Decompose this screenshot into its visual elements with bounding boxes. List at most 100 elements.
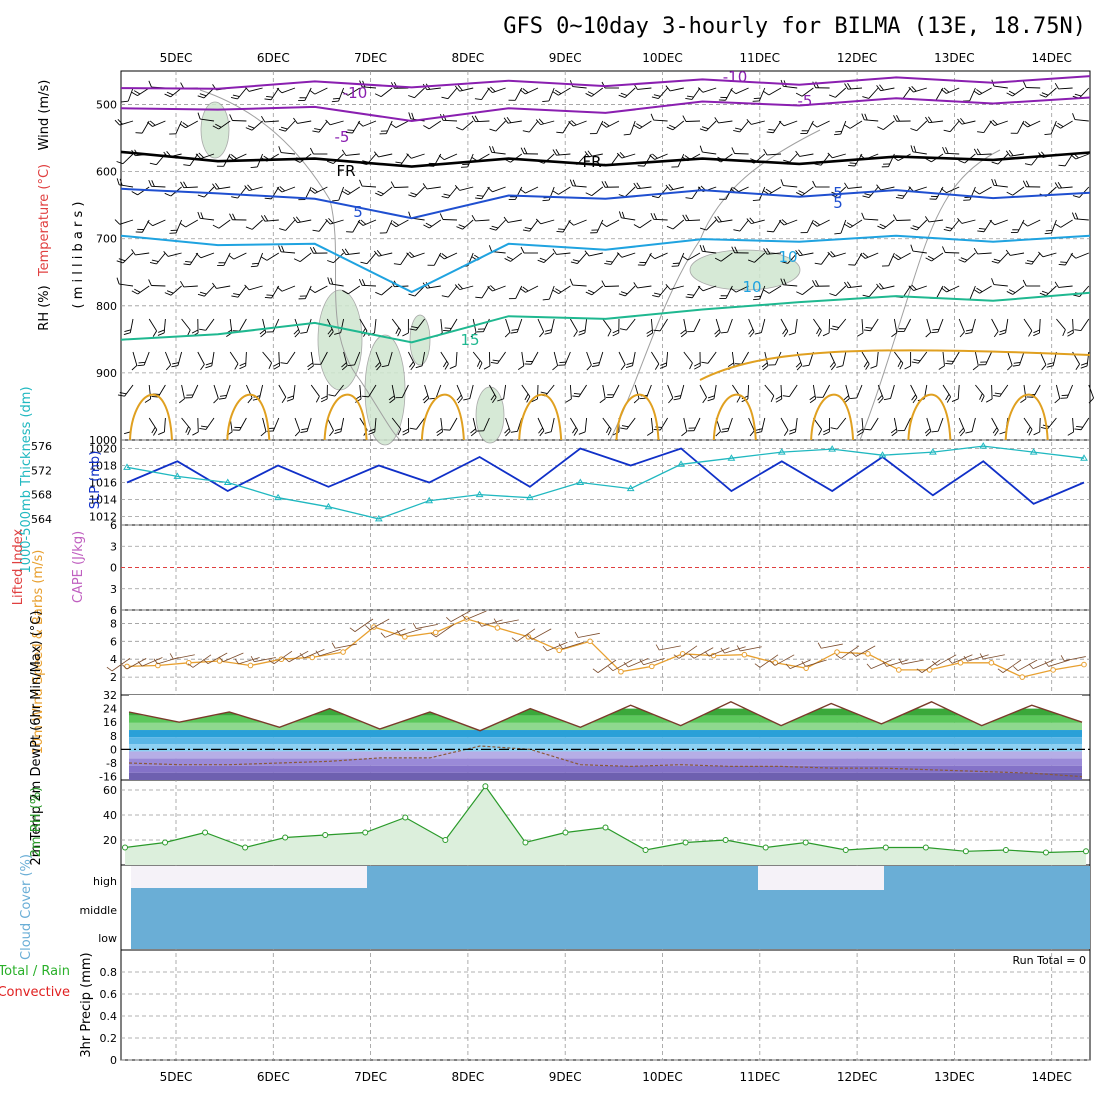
temp-contour-15 xyxy=(120,291,1091,344)
wind-barb xyxy=(977,219,992,233)
barb-feather xyxy=(395,397,403,399)
wind-barb xyxy=(1005,150,1025,157)
barb-staff xyxy=(731,351,735,366)
barb-feather xyxy=(522,88,529,94)
barb-feather xyxy=(368,431,375,435)
barb-feather xyxy=(1072,113,1076,120)
barb-staff xyxy=(553,351,559,366)
barb-staff xyxy=(780,417,789,431)
wind-barb xyxy=(623,120,636,136)
wind-barb xyxy=(823,417,831,436)
barb-feather xyxy=(555,89,562,95)
barb-feather xyxy=(844,281,849,288)
barb-feather xyxy=(1026,260,1034,263)
rh-point xyxy=(1083,848,1089,855)
barb-feather xyxy=(229,213,233,220)
barb-staff xyxy=(783,120,798,127)
thickness-point xyxy=(777,448,786,455)
barb-feather xyxy=(834,232,842,235)
barb-feather xyxy=(328,218,334,224)
wind-barb xyxy=(276,285,296,292)
wind-barb xyxy=(730,87,749,95)
barb-feather xyxy=(332,97,340,100)
barb-staff xyxy=(401,384,409,398)
rh-tick-label: 40 xyxy=(103,809,117,822)
wind-barb xyxy=(264,87,280,101)
wind-barb xyxy=(816,384,830,398)
surface-barb-staff xyxy=(546,641,568,652)
barb-staff xyxy=(462,219,474,230)
barb-feather xyxy=(646,329,653,334)
barb-staff xyxy=(395,120,409,128)
barb-feather xyxy=(1054,124,1061,129)
barb-staff xyxy=(213,384,219,399)
barb-staff xyxy=(702,87,717,93)
wind-barb xyxy=(427,252,442,266)
barb-feather xyxy=(278,128,286,132)
barb-staff xyxy=(426,186,441,190)
surface-barb-feather xyxy=(477,620,482,627)
rh-shade-area xyxy=(689,249,801,291)
barb-staff xyxy=(602,417,612,430)
barb-feather xyxy=(458,224,466,228)
rh-area xyxy=(125,786,1086,865)
barb-feather xyxy=(231,196,238,199)
barb-feather xyxy=(689,362,693,370)
barb-feather xyxy=(633,224,641,229)
barb-staff xyxy=(624,285,636,297)
wind-barb xyxy=(795,87,814,97)
surface-barb-staff xyxy=(983,654,1005,660)
wind-barb xyxy=(361,384,377,398)
barb-feather xyxy=(293,258,301,263)
wind-barb xyxy=(144,384,152,403)
barb-feather xyxy=(736,396,741,403)
wind-barb xyxy=(877,219,895,230)
wind-barb xyxy=(699,120,717,132)
barb-feather xyxy=(309,147,314,155)
barb-feather xyxy=(266,331,274,333)
barb-feather xyxy=(511,328,519,331)
wind-barb xyxy=(537,252,555,263)
barb-feather xyxy=(796,192,803,196)
barb-staff xyxy=(1019,351,1025,366)
barb-staff xyxy=(333,252,344,264)
barb-staff xyxy=(334,384,344,397)
barb-feather xyxy=(699,244,703,252)
barb-feather xyxy=(1007,364,1013,371)
barb-staff xyxy=(467,153,474,168)
wind-barb xyxy=(320,384,328,403)
wind-barb xyxy=(229,114,247,122)
barb-feather xyxy=(606,426,610,433)
barb-staff xyxy=(913,186,927,192)
wind-barb xyxy=(897,417,912,432)
surface-barb-staff xyxy=(384,628,406,638)
barb-staff xyxy=(400,252,409,265)
barb-staff xyxy=(1072,318,1074,334)
temp-tick-label: 8 xyxy=(110,730,117,743)
barb-feather xyxy=(205,365,212,369)
wind-barb xyxy=(476,417,490,432)
barb-staff xyxy=(483,417,490,431)
barb-feather xyxy=(380,130,388,132)
li-tick-label: 6 xyxy=(110,604,117,617)
barb-staff xyxy=(505,417,511,432)
barb-staff xyxy=(751,120,765,125)
barb-staff xyxy=(374,318,377,333)
barb-feather xyxy=(357,121,364,127)
wind-barb xyxy=(244,284,263,291)
barb-staff xyxy=(411,252,425,258)
wind-barb xyxy=(796,285,814,296)
surface-barb-staff xyxy=(435,624,455,638)
barb-feather xyxy=(754,295,761,298)
wind-barb xyxy=(812,180,830,188)
warm-contour xyxy=(226,393,271,441)
rh-point xyxy=(762,844,769,851)
barb-staff xyxy=(598,351,604,366)
wind-barb xyxy=(584,250,603,257)
barb-feather xyxy=(991,260,999,264)
wind-speed-point xyxy=(618,668,624,675)
barb-staff xyxy=(1072,417,1075,432)
wind-barb xyxy=(228,153,247,161)
thickness-point xyxy=(374,514,383,522)
